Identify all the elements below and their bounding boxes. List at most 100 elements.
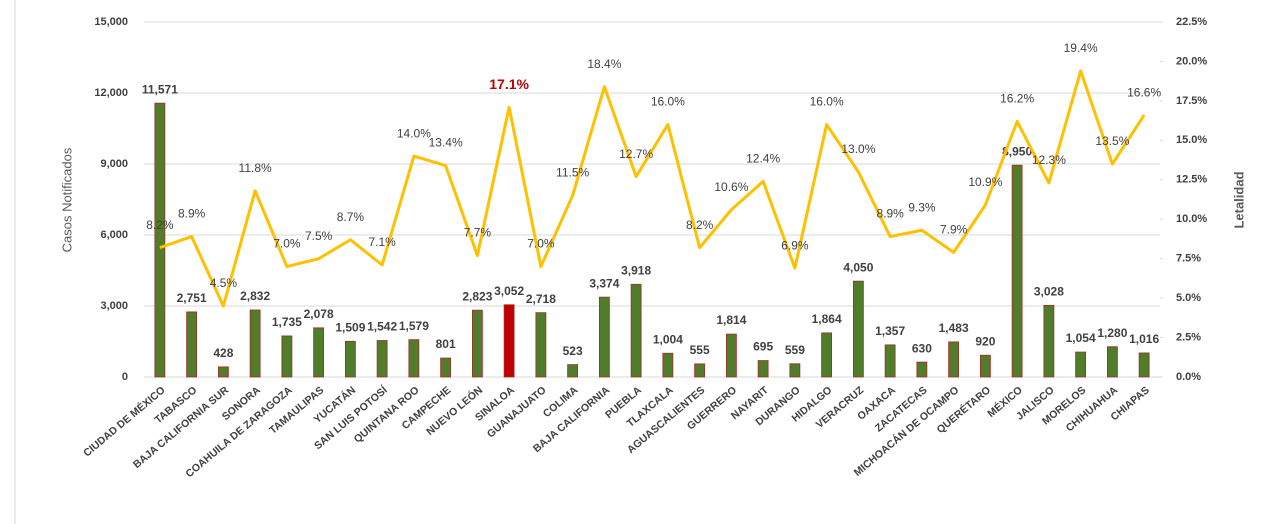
bar-label: 3,918 bbox=[621, 263, 651, 277]
bar bbox=[821, 332, 833, 378]
line-label: 11.8% bbox=[239, 161, 272, 175]
x-tick-label: NUEVO LEÓN bbox=[424, 383, 486, 438]
line-label: 18.4% bbox=[587, 57, 621, 71]
bar-label: 1,483 bbox=[939, 321, 969, 335]
line-label: 8.2% bbox=[146, 218, 174, 232]
line-label: 11.5% bbox=[556, 166, 589, 180]
bar-label: 1,357 bbox=[875, 324, 905, 338]
line-label: 14.0% bbox=[397, 126, 431, 140]
bar bbox=[186, 311, 198, 378]
bar bbox=[376, 340, 388, 378]
line-label: 10.9% bbox=[968, 175, 1002, 189]
line-label: 7.5% bbox=[305, 229, 333, 243]
bar-label: 801 bbox=[436, 337, 456, 351]
y2-tick-label: 17.5% bbox=[1176, 95, 1207, 107]
y2-tick-label: 0.0% bbox=[1176, 371, 1201, 383]
line-label: 10.6% bbox=[714, 180, 748, 194]
bar-label: 1,509 bbox=[335, 320, 365, 334]
line-label: 13.5% bbox=[1095, 134, 1129, 148]
y2-tick-label: 15.0% bbox=[1176, 134, 1207, 146]
bar-label: 1,280 bbox=[1097, 326, 1127, 340]
bar-label: 1,004 bbox=[653, 332, 683, 346]
y2-tick-label: 22.5% bbox=[1176, 16, 1207, 28]
line bbox=[159, 69, 1146, 308]
bar bbox=[344, 340, 356, 378]
bar-label: 1,735 bbox=[272, 315, 302, 329]
line-label: 9.3% bbox=[908, 200, 936, 214]
bar-label: 1,864 bbox=[812, 312, 842, 326]
bar-label: 1,054 bbox=[1066, 331, 1096, 345]
line-label: 19.4% bbox=[1064, 41, 1098, 55]
bar-label: 695 bbox=[753, 340, 773, 354]
bar bbox=[249, 309, 261, 378]
bar bbox=[979, 354, 991, 378]
bar bbox=[852, 280, 864, 378]
line-label: 12.4% bbox=[746, 152, 780, 166]
bar bbox=[598, 296, 610, 378]
bar bbox=[313, 327, 325, 378]
bar bbox=[440, 357, 452, 378]
bar bbox=[281, 335, 293, 378]
line-label: 16.2% bbox=[1000, 92, 1034, 106]
bar bbox=[1075, 351, 1087, 378]
bar-label: 428 bbox=[213, 346, 233, 360]
bar bbox=[630, 283, 642, 378]
y2-tick-label: 12.5% bbox=[1176, 174, 1207, 186]
x-tick-label: QUERÉTARO bbox=[934, 383, 993, 436]
bar-label: 3,374 bbox=[589, 276, 619, 290]
line-label: 7.1% bbox=[368, 235, 396, 249]
y2-tick-label: 2.5% bbox=[1176, 331, 1201, 343]
y2-tick-label: 5.0% bbox=[1176, 292, 1201, 304]
y2-tick-label: 10.0% bbox=[1176, 213, 1207, 225]
y-tick-label: 9,000 bbox=[100, 158, 128, 170]
line-label: 17.1% bbox=[489, 76, 529, 92]
y-tick-label: 12,000 bbox=[94, 87, 128, 99]
bar bbox=[694, 363, 706, 378]
y-tick-label: 0 bbox=[122, 371, 128, 383]
bar bbox=[1138, 352, 1150, 378]
bar-label: 1,016 bbox=[1129, 332, 1159, 346]
line-label: 8.9% bbox=[876, 207, 904, 221]
bar bbox=[916, 361, 928, 378]
y2-tick-label: 20.0% bbox=[1176, 55, 1207, 67]
bar bbox=[217, 366, 229, 378]
line-label: 8.2% bbox=[686, 218, 714, 232]
bar-label: 2,751 bbox=[177, 291, 207, 305]
bar-label: 2,078 bbox=[304, 307, 334, 321]
bar bbox=[471, 309, 483, 378]
bar-label: 1,814 bbox=[716, 313, 746, 327]
line-label: 7.9% bbox=[940, 223, 968, 237]
bar-label: 555 bbox=[690, 343, 710, 357]
bar-label: 11,571 bbox=[142, 82, 178, 96]
y2-axis-title: Letalidad bbox=[1231, 171, 1246, 228]
bar-label: 920 bbox=[975, 334, 995, 348]
bar bbox=[154, 102, 166, 378]
bar-label: 8,950 bbox=[1002, 144, 1032, 158]
bar-label: 2,718 bbox=[526, 292, 556, 306]
bar-label: 523 bbox=[563, 344, 583, 358]
bar bbox=[789, 363, 801, 378]
bar-label: 2,832 bbox=[240, 289, 270, 303]
bar bbox=[535, 312, 547, 378]
bar-label: 3,028 bbox=[1034, 285, 1064, 299]
line-label: 7.0% bbox=[527, 237, 555, 251]
x-tick-label: GUANAJUATO bbox=[485, 384, 549, 440]
bar-label: 1,579 bbox=[399, 319, 429, 333]
bar bbox=[408, 339, 420, 378]
bar bbox=[1106, 346, 1118, 378]
line-label: 13.0% bbox=[841, 142, 875, 156]
bar bbox=[503, 304, 515, 378]
line-label: 8.7% bbox=[337, 210, 365, 224]
bar bbox=[757, 360, 769, 378]
bar-label: 1,542 bbox=[367, 320, 397, 334]
y-tick-label: 3,000 bbox=[100, 300, 128, 312]
y2-tick-label: 7.5% bbox=[1176, 253, 1201, 265]
bar bbox=[948, 341, 960, 378]
line-label: 7.7% bbox=[464, 226, 492, 240]
line-label: 16.0% bbox=[810, 95, 844, 109]
bar bbox=[1011, 164, 1023, 378]
line-label: 12.7% bbox=[619, 147, 653, 161]
bar-label: 630 bbox=[912, 341, 932, 355]
bar-label: 2,823 bbox=[462, 289, 492, 303]
